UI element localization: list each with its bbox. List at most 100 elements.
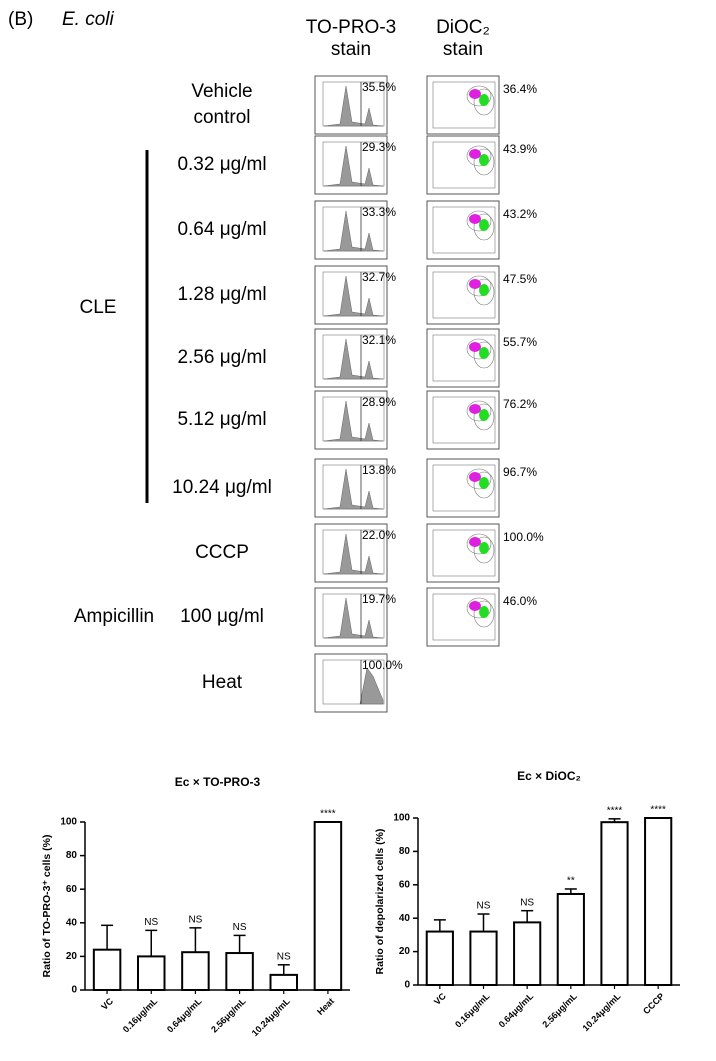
column-header: stain [331,39,371,60]
dioc2-percent: 43.2% [503,207,537,221]
gate [473,600,495,628]
green-population [479,477,489,489]
green-population [479,606,489,618]
dot-plot-thumbnail [426,390,500,450]
x-tick-label: 0.64μg/mL [497,991,536,1030]
y-tick-label: 20 [399,946,411,957]
dot-plot-thumbnail [426,523,500,583]
dioc2-percent: 47.5% [503,272,537,286]
plot-frame [432,81,496,129]
significance-label: NS [520,897,534,908]
histogram-thumbnail [314,75,388,135]
bar [225,952,254,991]
to-pro-3-percent: 13.8% [362,463,396,477]
dot-plot-thumbnail [426,265,500,325]
significance-label: **** [320,809,336,820]
chart-title: Ec × DiOC₂ [517,769,581,783]
x-tick-label: VC [432,991,448,1007]
green-population [479,94,489,106]
y-tick-label: 100 [60,817,77,828]
magenta-population [469,214,481,224]
green-population [479,219,489,231]
chart-title: Ec × TO-PRO-3 [175,775,261,789]
to-pro-3-percent: 29.3% [362,140,396,154]
green-population [479,347,489,359]
dioc2-percent: 100.0% [503,530,544,544]
row-label: Heat [202,672,243,693]
dot-plot-thumbnail [426,458,500,518]
plot-frame [432,396,496,444]
bar [92,948,122,991]
magenta-population [469,149,481,159]
gate [466,275,492,297]
y-tick-label: 0 [71,985,77,996]
dioc2-percent: 43.9% [503,142,537,156]
significance-label: **** [607,805,623,816]
magenta-population [469,472,481,482]
bar [644,817,673,986]
green-population [479,284,489,296]
plot-frame [432,464,496,512]
histogram-shape [359,667,384,705]
row-label: 10.24 μg/ml [172,477,272,498]
y-axis-label: Ratio of TO-PRO-3⁺ cells (%) [41,834,53,977]
to-pro-3-percent: 22.0% [362,528,396,542]
bar [269,973,298,992]
dot-plot-thumbnail [426,328,500,388]
to-pro-3-percent: 100.0% [362,658,403,672]
magenta-population [469,342,481,352]
bar [556,892,585,986]
magenta-population [469,601,481,611]
row-label: 1.28 μg/ml [177,284,266,305]
gate [473,148,495,176]
histogram-shape [323,85,384,127]
gate [466,533,492,555]
x-tick-label: 10.24μg/mL [580,991,622,1033]
y-tick-label: 80 [66,850,78,861]
dioc2-percent: 55.7% [503,335,537,349]
to-pro-3-percent: 32.7% [362,270,396,284]
plot-frame [432,271,496,319]
to-pro-3-percent: 28.9% [362,395,396,409]
bar [137,955,166,992]
plot-frame [432,593,496,641]
y-tick-label: 100 [393,813,410,824]
y-tick-label: 40 [66,917,78,928]
bar [469,930,498,986]
gate [473,403,495,431]
green-population [479,154,489,166]
magenta-population [469,279,481,289]
bar [600,821,629,986]
bar [181,951,210,992]
gate [473,536,495,564]
gate [466,597,492,619]
row-label: 2.56 μg/ml [177,347,266,368]
dioc2-percent: 96.7% [503,465,537,479]
x-tick-label: VC [99,996,115,1012]
column-header: stain [443,39,483,60]
histogram-shape [323,400,384,442]
dot-plot-thumbnail [426,587,500,647]
x-tick-label: 2.56μg/mL [540,991,579,1030]
gate [466,338,492,360]
histogram-shape [323,145,384,187]
x-tick-label: 10.24μg/mL [250,996,292,1038]
row-label: 0.32 μg/ml [177,154,266,175]
histogram-shape [323,597,384,639]
organism: E. coli [62,9,115,30]
dot-plot-thumbnail [426,135,500,195]
histogram-shape [323,210,384,252]
significance-label: ** [567,876,575,887]
row-label: 5.12 μg/ml [177,409,266,430]
column-header: TO-PRO-3 [306,17,396,38]
significance-label: NS [277,951,291,962]
row-label: 0.64 μg/ml [177,219,266,240]
gate [466,210,492,232]
group-label: CLE [80,297,117,318]
dioc2-percent: 46.0% [503,594,537,608]
magenta-population [469,404,481,414]
y-tick-label: 0 [404,980,410,991]
histogram-shape [323,338,384,380]
row-label: Vehicle [191,81,252,102]
gate [466,85,492,107]
